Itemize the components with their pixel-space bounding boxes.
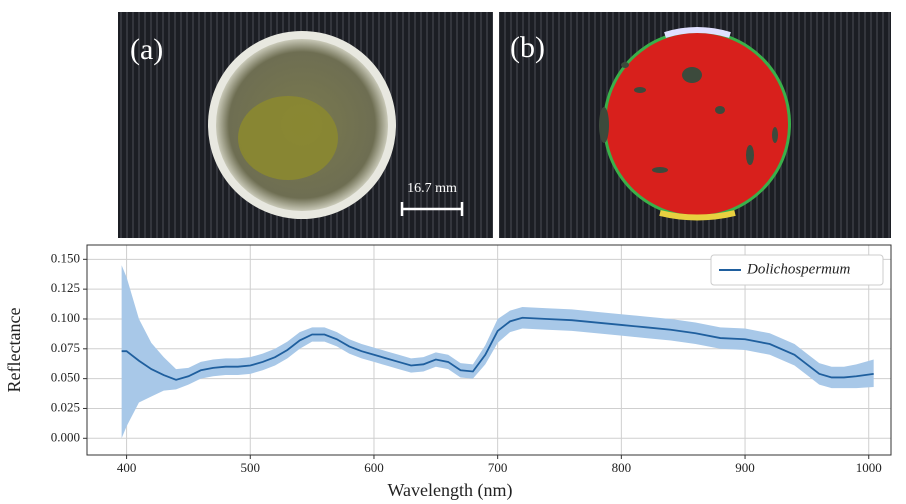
y-tick-label: 0.150 (51, 250, 80, 265)
x-tick-label: 600 (364, 460, 384, 475)
x-tick-label: 700 (488, 460, 508, 475)
panel-label: (a) (130, 33, 163, 66)
panel-b: (b) (499, 12, 891, 238)
legend-label: Dolichospermum (746, 261, 850, 277)
scale-label: 16.7 mm (407, 181, 457, 196)
sample (238, 96, 338, 180)
x-tick-label: 900 (735, 460, 755, 475)
scale-bar (400, 202, 464, 216)
y-tick-label: 0.125 (51, 280, 80, 295)
band (121, 265, 874, 439)
legend-box (710, 254, 884, 286)
y-tick-label: 0.100 (51, 310, 80, 325)
x-tick-label: 400 (117, 460, 137, 475)
y-tick-label: 0.025 (51, 399, 80, 414)
y-tick-label: 0.050 (51, 370, 80, 385)
y-axis-title: Reflectance (4, 308, 24, 393)
panel-label: (b) (510, 31, 545, 64)
x-axis-title: Wavelength (nm) (387, 480, 512, 501)
speckles (599, 62, 778, 173)
y-tick-label: 0.000 (51, 429, 80, 444)
rim-artifact (664, 27, 731, 38)
panel-a: (a) 16.7 mm (118, 12, 493, 238)
line (121, 316, 874, 381)
rim-artifact (659, 210, 736, 221)
x-tick-label: 1000 (856, 460, 882, 475)
axes-frame (86, 244, 892, 456)
y-tick-label: 0.075 (51, 340, 80, 355)
x-tick-label: 500 (241, 460, 261, 475)
classified-dish (606, 33, 788, 215)
x-tick-label: 800 (612, 460, 632, 475)
chart: Wavelength (nm) Reflectance c) 0.0000.02… (4, 244, 892, 501)
